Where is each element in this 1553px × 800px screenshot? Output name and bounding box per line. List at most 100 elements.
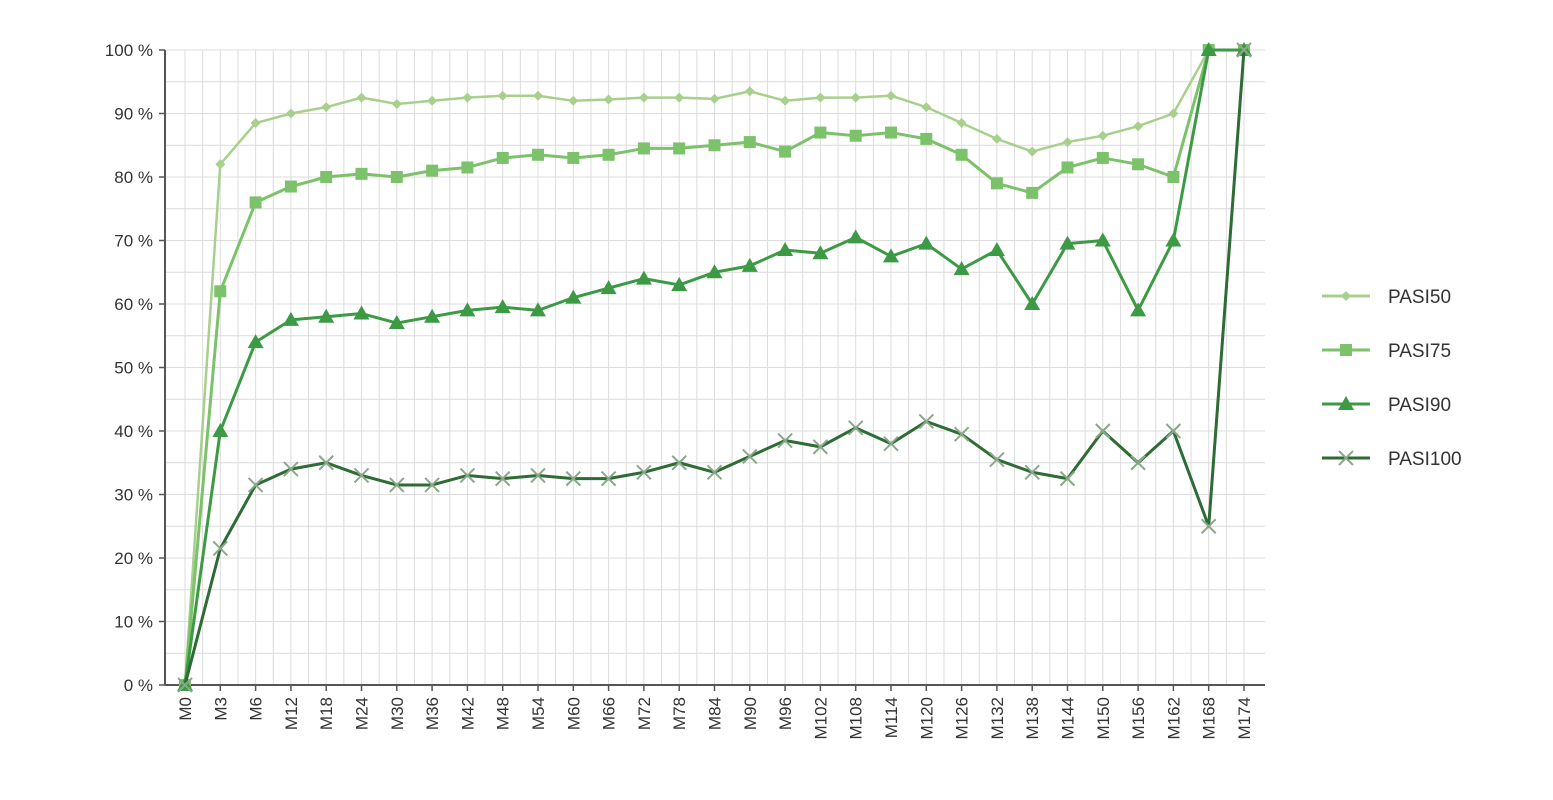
y-tick-label: 100 %	[105, 41, 153, 60]
legend-label: PASI50	[1388, 287, 1451, 308]
y-tick-label: 90 %	[114, 105, 153, 124]
data-point	[602, 148, 615, 161]
x-tick-label: M48	[494, 697, 513, 730]
x-tick-label: M84	[706, 697, 725, 730]
x-tick-label: M0	[176, 697, 195, 721]
data-point	[355, 167, 368, 180]
data-point	[530, 467, 546, 484]
data-point	[989, 451, 1005, 468]
data-point	[1165, 232, 1182, 247]
legend-swatch-marker	[1340, 344, 1352, 356]
data-point	[496, 151, 509, 164]
data-point	[282, 311, 299, 326]
data-point	[673, 142, 686, 155]
x-tick-label: M42	[458, 697, 477, 730]
data-point	[814, 126, 827, 139]
data-point	[1024, 296, 1041, 310]
data-point	[955, 148, 968, 161]
data-point	[389, 477, 405, 493]
x-tick-label: M78	[670, 697, 689, 730]
data-point	[214, 285, 227, 298]
data-point	[850, 92, 861, 103]
data-point	[1094, 232, 1111, 247]
x-tick-label: M6	[247, 697, 266, 721]
data-point	[318, 455, 334, 471]
x-tick-label: M126	[953, 697, 972, 740]
data-point	[1132, 158, 1145, 171]
data-point	[533, 90, 543, 101]
data-point	[812, 245, 829, 260]
y-tick-label: 30 %	[114, 486, 153, 505]
data-point	[459, 302, 476, 317]
x-tick-label: M18	[317, 697, 336, 730]
x-tick-label: M138	[1023, 697, 1042, 740]
data-point	[886, 90, 896, 101]
data-point	[283, 461, 299, 477]
data-point	[1200, 42, 1217, 56]
data-point	[284, 180, 297, 193]
data-point	[530, 302, 546, 317]
data-point	[494, 470, 511, 487]
data-point	[777, 432, 793, 449]
data-point	[885, 126, 897, 139]
data-point	[741, 257, 758, 272]
data-point	[674, 92, 685, 103]
legend-item-pasi75: PASI75	[1322, 341, 1451, 362]
data-point	[461, 161, 474, 174]
data-point	[356, 92, 367, 103]
data-point	[565, 289, 582, 304]
data-point	[920, 132, 933, 145]
series-pasi90	[177, 42, 1252, 691]
data-point	[1236, 42, 1252, 58]
data-point	[212, 540, 229, 557]
x-tick-label: M3	[211, 697, 230, 721]
data-point	[709, 93, 720, 104]
series-pasi100	[177, 42, 1252, 693]
data-point	[991, 133, 1002, 144]
data-point	[956, 118, 967, 129]
legend-swatch-marker	[1338, 450, 1354, 466]
data-point	[1059, 470, 1076, 487]
y-tick-label: 20 %	[114, 549, 153, 568]
data-point	[953, 426, 970, 442]
x-tick-label: M12	[282, 697, 301, 730]
data-point	[883, 435, 899, 452]
data-point	[353, 305, 370, 320]
x-tick-labels: M0 M3 M6 M12 M18 M24 M30 M36 M42 M48 M54 M60 M66 M72 M…	[176, 697, 1254, 740]
data-point	[1168, 108, 1179, 119]
data-point	[1097, 130, 1108, 141]
series-pasi75	[179, 44, 1250, 691]
x-tick-label: M150	[1094, 697, 1113, 740]
legend-label: PASI75	[1388, 341, 1451, 362]
data-point	[247, 334, 264, 349]
y-tick-labels: 0 % 10 % 20 % 30 % 40 % 50 % 60 % 70 % 80 % 90 % 1…	[105, 41, 153, 695]
data-point	[637, 142, 650, 155]
y-tick-label: 50 %	[114, 359, 153, 378]
data-point	[390, 171, 403, 183]
data-point	[1130, 302, 1147, 317]
legend-item-pasi100: PASI100	[1322, 449, 1462, 470]
legend-swatch-marker	[1341, 291, 1351, 301]
x-tick-label: M24	[353, 697, 372, 730]
y-tick-label: 0 %	[124, 676, 153, 695]
data-point	[918, 413, 935, 430]
x-tick-label: M54	[529, 697, 548, 730]
data-point	[671, 276, 688, 291]
data-point	[600, 470, 617, 487]
data-point	[1167, 171, 1180, 183]
series-lines	[177, 42, 1252, 693]
data-point	[565, 470, 582, 487]
data-point	[567, 151, 580, 164]
data-point	[250, 118, 261, 129]
data-point	[847, 229, 864, 244]
y-tick-label: 80 %	[114, 168, 153, 187]
data-point	[1130, 455, 1146, 471]
data-point	[1061, 161, 1074, 174]
data-point	[883, 248, 899, 263]
data-point	[815, 92, 826, 103]
data-point	[812, 439, 829, 455]
data-point	[743, 136, 756, 149]
data-point	[285, 108, 296, 119]
